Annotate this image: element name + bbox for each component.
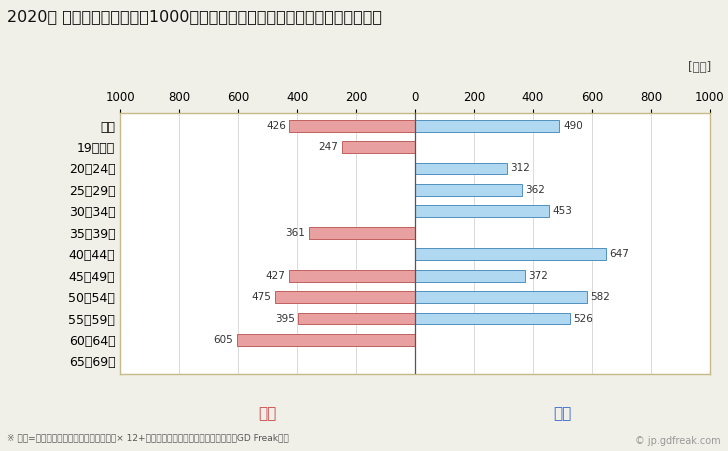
Text: 男性: 男性	[553, 406, 571, 421]
Text: ※ 年収=「きまって支給する現金給与額」× 12+「年間賞与その他特別給与額」としてGD Freak推計: ※ 年収=「きまって支給する現金給与額」× 12+「年間賞与その他特別給与額」と…	[7, 433, 289, 442]
Bar	[415, 291, 587, 303]
Text: 647: 647	[609, 249, 629, 259]
Bar	[415, 120, 559, 132]
Text: 361: 361	[285, 228, 305, 238]
Text: 526: 526	[574, 313, 593, 323]
Bar	[289, 120, 415, 132]
Text: 490: 490	[563, 120, 582, 131]
Bar	[415, 270, 525, 281]
Text: 312: 312	[510, 164, 531, 174]
Text: 475: 475	[251, 292, 272, 302]
Text: 2020年 民間企業（従業者数1000人以上）フルタイム労働者の男女別平均年収: 2020年 民間企業（従業者数1000人以上）フルタイム労働者の男女別平均年収	[7, 9, 382, 24]
Text: 426: 426	[266, 120, 286, 131]
Text: 453: 453	[552, 207, 572, 216]
Bar	[415, 313, 570, 324]
Bar	[415, 206, 548, 217]
Text: 582: 582	[590, 292, 610, 302]
Text: 605: 605	[213, 335, 233, 345]
Text: 427: 427	[266, 271, 285, 281]
Bar	[415, 249, 606, 260]
Bar	[237, 334, 415, 346]
Text: 395: 395	[275, 313, 295, 323]
Bar	[415, 184, 522, 196]
Text: 女性: 女性	[258, 406, 277, 421]
Bar	[309, 227, 415, 239]
Text: 362: 362	[525, 185, 545, 195]
Bar	[342, 141, 415, 153]
Text: 372: 372	[529, 271, 548, 281]
Bar	[289, 270, 415, 281]
Text: [万円]: [万円]	[688, 61, 711, 74]
Text: 247: 247	[319, 142, 339, 152]
Text: © jp.gdfreak.com: © jp.gdfreak.com	[635, 437, 721, 446]
Bar	[275, 291, 415, 303]
Bar	[415, 163, 507, 175]
Bar	[298, 313, 415, 324]
